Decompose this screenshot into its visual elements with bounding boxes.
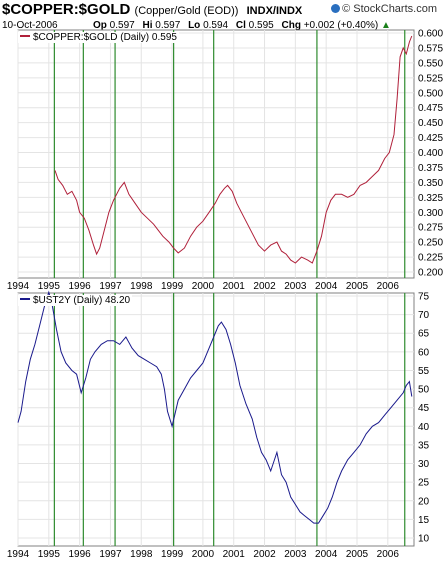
x-tick-label: 1998 bbox=[130, 281, 153, 292]
y-tick-label: 70 bbox=[418, 310, 430, 321]
x-tick-label: 1994 bbox=[7, 549, 30, 560]
y-tick-label: 0.525 bbox=[418, 73, 443, 84]
x-tick-label: 2001 bbox=[223, 281, 246, 292]
y-tick-label: 35 bbox=[418, 440, 430, 451]
high-label: Hi bbox=[142, 20, 153, 31]
low-value: 0.594 bbox=[203, 20, 229, 31]
copper-gold-y-axis: 0.600 0.575 0.550 0.525 0.500 0.475 0.450 0.425… bbox=[418, 29, 443, 279]
y-tick-label: 55 bbox=[418, 366, 430, 377]
copper-gold-panel bbox=[17, 29, 415, 279]
y-tick-label: 0.300 bbox=[418, 208, 443, 219]
y-tick-label: 20 bbox=[418, 496, 430, 507]
y-tick-label: 25 bbox=[418, 478, 430, 489]
y-tick-label: 0.400 bbox=[418, 148, 443, 159]
open-label: Op bbox=[93, 20, 107, 31]
x-tick-label: 2002 bbox=[253, 281, 276, 292]
x-tick-label: 2003 bbox=[284, 549, 307, 560]
low-label: Lo bbox=[188, 20, 201, 31]
x-tick-label: 2002 bbox=[253, 549, 276, 560]
y-tick-label: 0.375 bbox=[418, 163, 443, 174]
y-tick-label: 0.250 bbox=[418, 238, 443, 249]
copper-gold-legend-swatch bbox=[20, 35, 30, 37]
y-tick-label: 0.600 bbox=[418, 29, 443, 40]
y-tick-label: 10 bbox=[418, 534, 430, 545]
close-label: Cl bbox=[235, 20, 246, 31]
x-tick-label: 1999 bbox=[161, 281, 184, 292]
x-tick-label: 2005 bbox=[346, 281, 369, 292]
y-tick-label: 30 bbox=[418, 459, 430, 470]
chart-title: $COPPER:$GOLD (Copper/Gold (EOD)) INDX/I… bbox=[2, 1, 302, 18]
x-tick-label: 1997 bbox=[99, 549, 122, 560]
y-tick-label: 0.475 bbox=[418, 103, 443, 114]
stockcharts-logo-icon bbox=[331, 4, 341, 13]
copper-gold-event-lines bbox=[53, 30, 406, 278]
high-value: 0.597 bbox=[155, 20, 181, 31]
x-tick-label: 1997 bbox=[99, 281, 122, 292]
open-value: 0.597 bbox=[109, 20, 135, 31]
y-tick-label: 50 bbox=[418, 385, 430, 396]
brand-watermark: © StockCharts.com bbox=[331, 3, 437, 15]
x-tick-label: 2000 bbox=[192, 549, 215, 560]
ust2y-legend-swatch bbox=[20, 298, 30, 300]
up-arrow-icon: ▲ bbox=[381, 20, 391, 31]
y-tick-label: 0.275 bbox=[418, 223, 443, 234]
quote-date: 10-Oct-2006 bbox=[2, 20, 58, 31]
ust2y-panel bbox=[17, 292, 415, 547]
copper-gold-series-line bbox=[54, 35, 413, 264]
x-tick-label: 1996 bbox=[69, 549, 92, 560]
y-tick-label: 15 bbox=[418, 515, 430, 526]
y-tick-label: 0.550 bbox=[418, 58, 443, 69]
y-tick-label: 60 bbox=[418, 347, 430, 358]
x-tick-label: 2005 bbox=[346, 549, 369, 560]
brand-text: © StockCharts.com bbox=[342, 3, 437, 15]
y-tick-label: 0.500 bbox=[418, 88, 443, 99]
y-tick-label: 0.350 bbox=[418, 178, 443, 189]
ust2y-y-axis: 75 70 65 60 55 50 45 40 35 30 25 20 15 10 bbox=[418, 292, 430, 545]
symbol-description: (Copper/Gold (EOD)) bbox=[134, 5, 239, 17]
x-tick-label: 1999 bbox=[161, 549, 184, 560]
y-tick-label: 65 bbox=[418, 329, 430, 340]
y-tick-label: 0.575 bbox=[418, 43, 443, 54]
y-tick-label: 45 bbox=[418, 403, 430, 414]
x-tick-label: 1994 bbox=[7, 281, 30, 292]
quote-bar: Op 0.597 Hi 0.597 Lo 0.594 Cl 0.595 Chg … bbox=[88, 20, 391, 31]
ust2y-series-line bbox=[17, 290, 413, 524]
symbol-text: $COPPER:$GOLD bbox=[2, 1, 131, 18]
ust2y-x-axis: 1994 1995 1996 1997 1998 1999 2000 2001 2002 2003… bbox=[7, 549, 399, 560]
x-tick-label: 2006 bbox=[377, 549, 400, 560]
y-tick-label: 0.200 bbox=[418, 268, 443, 279]
x-tick-label: 2003 bbox=[284, 281, 307, 292]
ust2y-legend: $UST2Y (Daily) 48.20 bbox=[18, 295, 133, 306]
close-value: 0.595 bbox=[248, 20, 274, 31]
change-label: Chg bbox=[281, 20, 301, 31]
change-value: +0.002 (+0.40%) bbox=[303, 20, 379, 31]
y-tick-label: 40 bbox=[418, 422, 430, 433]
x-tick-label: 2006 bbox=[377, 281, 400, 292]
y-tick-label: 0.425 bbox=[418, 133, 443, 144]
copper-gold-x-axis: 1994 1995 1996 1997 1998 1999 2000 2001 2002 2003… bbox=[7, 281, 399, 292]
copper-gold-legend: $COPPER:$GOLD (Daily) 0.595 bbox=[18, 32, 179, 43]
y-tick-label: 0.325 bbox=[418, 193, 443, 204]
x-tick-label: 2004 bbox=[315, 549, 338, 560]
x-tick-label: 1996 bbox=[69, 281, 92, 292]
x-tick-label: 1998 bbox=[130, 549, 153, 560]
x-tick-label: 1995 bbox=[38, 549, 61, 560]
ust2y-gridlines bbox=[17, 293, 414, 546]
exchange-text: INDX/INDX bbox=[246, 5, 303, 17]
ust2y-legend-text: $UST2Y (Daily) 48.20 bbox=[33, 295, 131, 306]
copper-gold-legend-text: $COPPER:$GOLD (Daily) 0.595 bbox=[33, 32, 177, 43]
x-tick-label: 2000 bbox=[192, 281, 215, 292]
y-tick-label: 75 bbox=[418, 292, 430, 303]
y-tick-label: 0.225 bbox=[418, 253, 443, 264]
x-tick-label: 2004 bbox=[315, 281, 338, 292]
x-tick-label: 1995 bbox=[38, 281, 61, 292]
x-tick-label: 2001 bbox=[223, 549, 246, 560]
y-tick-label: 0.450 bbox=[418, 118, 443, 129]
